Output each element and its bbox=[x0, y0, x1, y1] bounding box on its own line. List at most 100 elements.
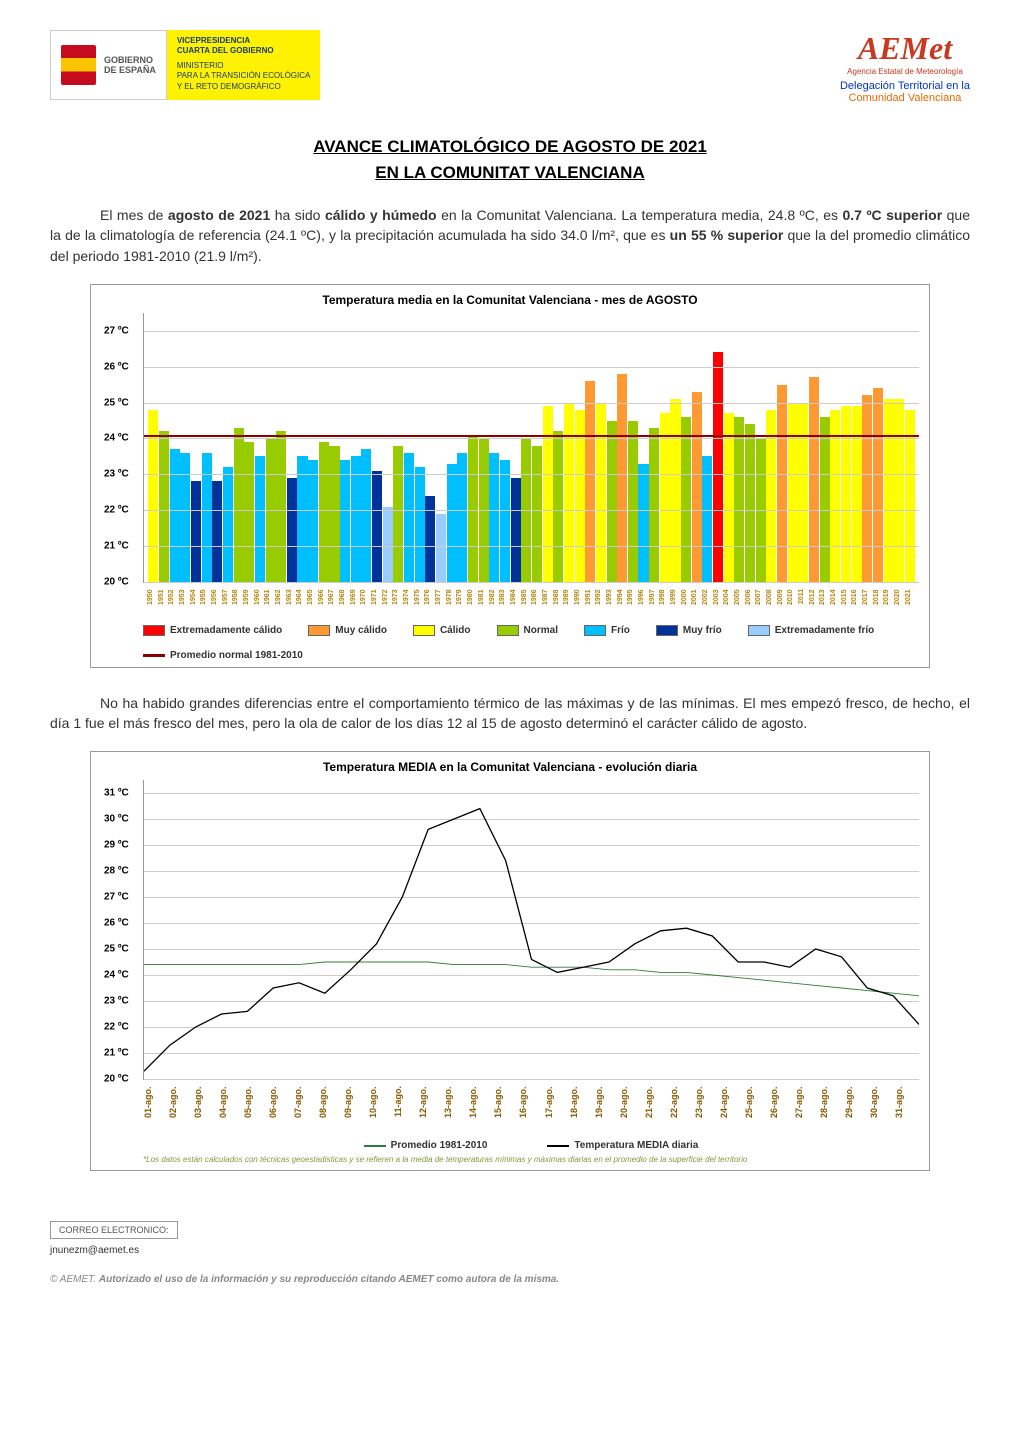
year-label: 2002 bbox=[702, 589, 713, 617]
day-label: 05-ago. bbox=[243, 1086, 268, 1132]
annual-temp-chart: Temperatura media en la Comunitat Valenc… bbox=[90, 284, 930, 668]
temp-bar bbox=[692, 392, 702, 582]
year-label: 2006 bbox=[745, 589, 756, 617]
temp-bar bbox=[841, 406, 851, 582]
year-label: 1971 bbox=[371, 589, 382, 617]
contact-email: jnunezm@aemet.es bbox=[50, 1245, 970, 1256]
day-label: 12-ago. bbox=[418, 1086, 443, 1132]
day-label: 21-ago. bbox=[644, 1086, 669, 1132]
day-label: 31-ago. bbox=[894, 1086, 919, 1132]
year-label: 1979 bbox=[456, 589, 467, 617]
y-tick-label: 21 ºC bbox=[104, 1048, 129, 1059]
year-label: 2020 bbox=[894, 589, 905, 617]
temp-bar bbox=[202, 453, 212, 582]
year-label: 1963 bbox=[286, 589, 297, 617]
second-paragraph: No ha habido grandes diferencias entre e… bbox=[50, 693, 970, 734]
legend-label: Temperatura MEDIA diaria bbox=[574, 1140, 698, 1151]
year-label: 2008 bbox=[766, 589, 777, 617]
gridline bbox=[144, 510, 919, 511]
aemet-subtitle: Agencia Estatal de Meteorología bbox=[840, 67, 970, 76]
legend-swatch bbox=[748, 625, 770, 636]
temp-bar bbox=[340, 460, 350, 582]
year-label: 2003 bbox=[713, 589, 724, 617]
legend-label: Cálido bbox=[440, 625, 471, 636]
day-label: 11-ago. bbox=[393, 1086, 418, 1132]
day-label: 01-ago. bbox=[143, 1086, 168, 1132]
year-label: 1982 bbox=[489, 589, 500, 617]
day-label: 23-ago. bbox=[694, 1086, 719, 1132]
year-label: 1951 bbox=[158, 589, 169, 617]
intro-paragraph: El mes de agosto de 2021 ha sido cálido … bbox=[50, 205, 970, 266]
year-label: 1962 bbox=[275, 589, 286, 617]
year-label: 1959 bbox=[243, 589, 254, 617]
year-label: 2021 bbox=[905, 589, 916, 617]
temp-bar bbox=[500, 460, 510, 582]
chart1-bars bbox=[144, 313, 919, 582]
year-label: 1969 bbox=[350, 589, 361, 617]
temp-bar bbox=[404, 453, 414, 582]
temp-bar bbox=[734, 417, 744, 582]
year-label: 1968 bbox=[339, 589, 350, 617]
legend-swatch bbox=[143, 654, 165, 657]
actual-series-line bbox=[144, 809, 919, 1072]
day-label: 28-ago. bbox=[819, 1086, 844, 1132]
temp-bar bbox=[638, 464, 648, 582]
temp-bar bbox=[170, 449, 180, 582]
temp-bar bbox=[596, 403, 606, 582]
legend-line-swatch bbox=[547, 1145, 569, 1148]
day-label: 09-ago. bbox=[343, 1086, 368, 1132]
year-label: 1996 bbox=[638, 589, 649, 617]
year-label: 1950 bbox=[147, 589, 158, 617]
legend-label: Extremadamente frío bbox=[775, 625, 874, 636]
document-header: GOBIERNO DE ESPAÑA VICEPRESIDENCIA CUART… bbox=[50, 30, 970, 104]
chart2-x-axis: 01-ago.02-ago.03-ago.04-ago.05-ago.06-ag… bbox=[143, 1084, 919, 1132]
temp-bar bbox=[617, 374, 627, 582]
temp-bar bbox=[628, 421, 638, 582]
year-label: 1972 bbox=[382, 589, 393, 617]
year-label: 1980 bbox=[467, 589, 478, 617]
temp-bar bbox=[511, 478, 521, 582]
legend-item: Muy frío bbox=[656, 625, 722, 636]
temp-bar bbox=[798, 403, 808, 582]
day-label: 14-ago. bbox=[468, 1086, 493, 1132]
year-label: 1961 bbox=[264, 589, 275, 617]
year-label: 1986 bbox=[531, 589, 542, 617]
y-tick-label: 27 ºC bbox=[104, 325, 129, 336]
year-label: 1999 bbox=[670, 589, 681, 617]
legend-item: Muy cálido bbox=[308, 625, 387, 636]
year-label: 1974 bbox=[403, 589, 414, 617]
legend-line-swatch bbox=[364, 1145, 386, 1148]
legend-item: Frío bbox=[584, 625, 630, 636]
year-label: 1991 bbox=[585, 589, 596, 617]
temp-bar bbox=[713, 352, 723, 582]
temp-bar bbox=[436, 514, 446, 582]
year-label: 2000 bbox=[681, 589, 692, 617]
year-label: 2005 bbox=[734, 589, 745, 617]
gov-logo-block: GOBIERNO DE ESPAÑA VICEPRESIDENCIA CUART… bbox=[50, 30, 320, 100]
day-label: 13-ago. bbox=[443, 1086, 468, 1132]
year-label: 2015 bbox=[841, 589, 852, 617]
delegation-line2: Comunidad Valenciana bbox=[849, 92, 962, 104]
day-label: 06-ago. bbox=[268, 1086, 293, 1132]
year-label: 2013 bbox=[819, 589, 830, 617]
year-label: 1955 bbox=[200, 589, 211, 617]
day-label: 04-ago. bbox=[218, 1086, 243, 1132]
document-footer: CORREO ELECTRONICO: jnunezm@aemet.es © A… bbox=[50, 1221, 970, 1285]
year-label: 2012 bbox=[809, 589, 820, 617]
year-label: 1956 bbox=[211, 589, 222, 617]
aemet-logo: AEMet bbox=[840, 30, 970, 67]
year-label: 1953 bbox=[179, 589, 190, 617]
temp-bar bbox=[777, 385, 787, 582]
legend-label: Muy frío bbox=[683, 625, 722, 636]
year-label: 1984 bbox=[510, 589, 521, 617]
year-label: 1970 bbox=[360, 589, 371, 617]
temp-bar bbox=[745, 424, 755, 582]
day-label: 15-ago. bbox=[493, 1086, 518, 1132]
year-label: 1985 bbox=[521, 589, 532, 617]
temp-bar bbox=[553, 431, 563, 582]
legend-item: Temperatura MEDIA diaria bbox=[547, 1140, 698, 1151]
temp-bar bbox=[457, 453, 467, 582]
temp-bar bbox=[670, 399, 680, 582]
temp-bar bbox=[191, 481, 201, 581]
day-label: 02-ago. bbox=[168, 1086, 193, 1132]
